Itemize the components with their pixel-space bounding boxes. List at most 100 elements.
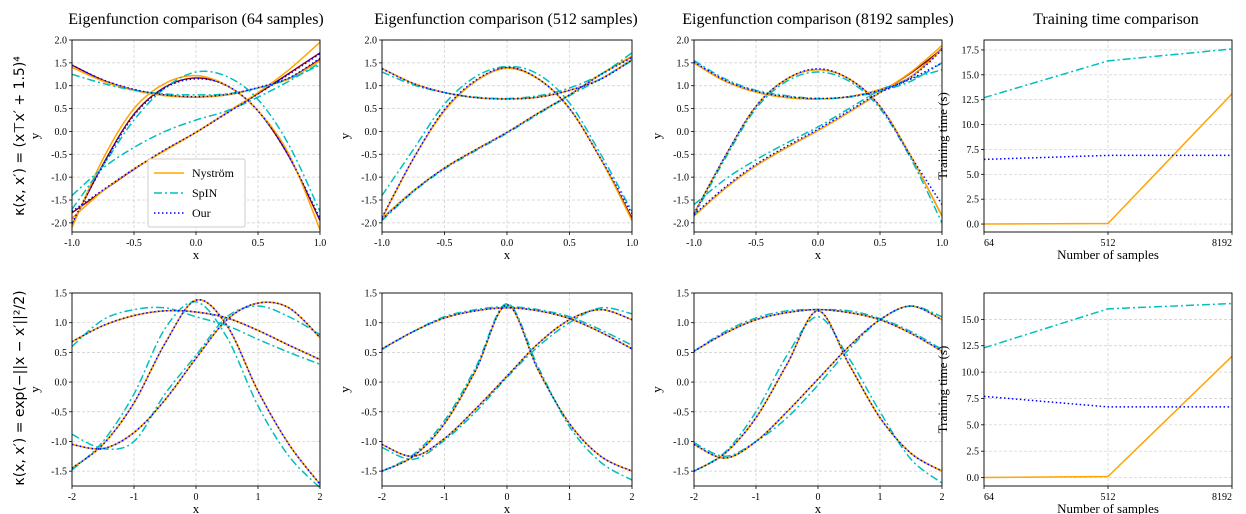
y-tick-label: -1.0 <box>361 173 377 184</box>
series-nystrom-curve-3 <box>693 68 943 217</box>
y-tick-label: 10.0 <box>962 368 980 379</box>
y-tick-label: 2.5 <box>967 447 980 458</box>
y-tick-label: 0.5 <box>365 348 378 359</box>
subplot-r2-c4: 0.0 2.5 5.0 7.5 10.0 12.5 15.0 64 512 8192 Number … <box>935 292 1233 514</box>
grid <box>381 292 633 486</box>
x-tick-label: 0 <box>505 492 510 503</box>
y-tick-label: 0.0 <box>365 127 378 138</box>
x-tick-label: 512 <box>1101 238 1116 249</box>
y-tick-label: 0.0 <box>677 127 690 138</box>
y-axis-label: y <box>337 132 352 139</box>
x-tick-label: 2 <box>318 492 323 503</box>
series-group <box>381 52 633 222</box>
series-spin-curve-1 <box>381 52 633 100</box>
series-spin-curve-3 <box>71 301 321 489</box>
y-tick-label: 1.0 <box>55 81 68 92</box>
y-tick-label: -1.5 <box>51 196 67 207</box>
subplot-r1-c2: -2.0 -1.5 -1.0 -0.5 0.0 0.5 1.0 1.5 2.0 -1.0 -0.5 0… <box>337 36 638 263</box>
x-tick-label: 0.0 <box>190 238 203 249</box>
series-spin <box>983 302 1233 349</box>
x-tick-label: -1.0 <box>374 238 390 249</box>
y-tick-label: 10.0 <box>962 120 980 131</box>
series-our-curve-3 <box>693 68 943 215</box>
y-tick-label: -0.5 <box>51 407 67 418</box>
y-tick-label: 0.0 <box>967 220 980 231</box>
y-tick-label: -2.0 <box>673 218 689 229</box>
x-tick-label: 0 <box>816 492 821 503</box>
y-tick-label: 2.0 <box>677 36 690 47</box>
series-spin-curve-2 <box>693 68 943 206</box>
x-tick-label: 2 <box>940 492 945 503</box>
x-tick-label: 0.0 <box>501 238 514 249</box>
series-our-curve-1 <box>693 308 943 352</box>
series-nystrom-curve-2 <box>71 299 321 485</box>
x-tick-label: 0.5 <box>563 238 576 249</box>
x-tick-label: 0.5 <box>874 238 887 249</box>
series-spin-curve-3 <box>381 65 633 212</box>
series-spin-curve-1 <box>693 59 943 100</box>
x-axis-label: Number of samples <box>1057 501 1159 514</box>
series-our-curve-3 <box>71 301 321 450</box>
subplot-r2-c2: -1.5 -1.0 -0.5 0.0 0.5 1.0 1.5 -2 -1 0 1 2 x y <box>337 289 635 514</box>
y-tick-label: -2.0 <box>361 218 377 229</box>
y-tick-label: -2.0 <box>51 218 67 229</box>
y-axis-label: y <box>27 386 42 393</box>
y-tick-label: -0.5 <box>673 407 689 418</box>
series-spin-curve-3 <box>381 302 633 481</box>
y-tick-label: 2.0 <box>365 36 378 47</box>
series-nystrom <box>983 355 1233 479</box>
series-our-curve-3 <box>693 305 943 459</box>
y-tick-label: 1.0 <box>677 318 690 329</box>
x-tick-label: 2 <box>630 492 635 503</box>
series-group <box>693 305 943 484</box>
y-tick-label: -1.5 <box>51 467 67 478</box>
series-our-curve-1 <box>71 309 321 361</box>
x-tick-label: 1 <box>878 492 883 503</box>
y-tick-label: 0.0 <box>365 378 378 389</box>
y-tick-label: 0.5 <box>55 348 68 359</box>
series-nystrom-curve-3 <box>71 74 321 230</box>
x-tick-label: -0.5 <box>126 238 142 249</box>
series-our-curve-2 <box>71 299 321 485</box>
y-tick-label: 1.0 <box>55 318 68 329</box>
series-group <box>693 44 943 224</box>
x-axis-label: x <box>504 247 511 262</box>
y-tick-label: 2.0 <box>55 36 68 47</box>
y-tick-label: -1.0 <box>673 173 689 184</box>
subplot-r1-c3: -2.0 -1.5 -1.0 -0.5 0.0 0.5 1.0 1.5 2.0 -1.0 -0.5 0… <box>649 36 948 263</box>
x-tick-label: 512 <box>1101 492 1116 503</box>
y-tick-label: -1.5 <box>361 467 377 478</box>
y-axis-label: Training time (s) <box>935 346 950 434</box>
x-tick-label: -1.0 <box>64 238 80 249</box>
y-tick-label: 0.0 <box>55 127 68 138</box>
y-tick-label: 0.5 <box>365 104 378 115</box>
series-our-curve-1 <box>71 57 321 98</box>
y-tick-label: 1.5 <box>677 289 690 300</box>
y-axis-label: Training time (s) <box>935 92 950 180</box>
grid <box>71 292 321 486</box>
series-spin <box>983 48 1233 99</box>
series-our-curve-1 <box>381 307 633 350</box>
series-spin-curve-2 <box>71 305 321 451</box>
x-tick-label: -1 <box>440 492 448 503</box>
x-axis-label: x <box>815 501 822 514</box>
x-tick-label: -1 <box>752 492 760 503</box>
series-group <box>381 302 633 481</box>
y-tick-label: 0.5 <box>677 348 690 359</box>
y-tick-label: 0.0 <box>967 473 980 484</box>
x-tick-label: 1.0 <box>626 238 639 249</box>
x-tick-label: 64 <box>984 492 994 503</box>
legend: Nyström SpIN Our <box>147 158 246 228</box>
row-label-1: κ(x, x′) = (x⊤x′ + 1.5)⁴ <box>12 56 28 216</box>
series-spin-curve-1 <box>381 305 633 351</box>
series-reference-curve-2 <box>71 299 321 485</box>
y-tick-label: 2.5 <box>967 195 980 206</box>
column-title-2: Eigenfunction comparison (512 samples) <box>374 11 638 28</box>
grid <box>983 40 1233 232</box>
series-our-curve-2 <box>381 56 633 220</box>
series-group <box>71 41 321 230</box>
x-axis-label: x <box>504 501 511 514</box>
x-axis-label: x <box>193 247 200 262</box>
series-spin-curve-3 <box>71 70 321 212</box>
